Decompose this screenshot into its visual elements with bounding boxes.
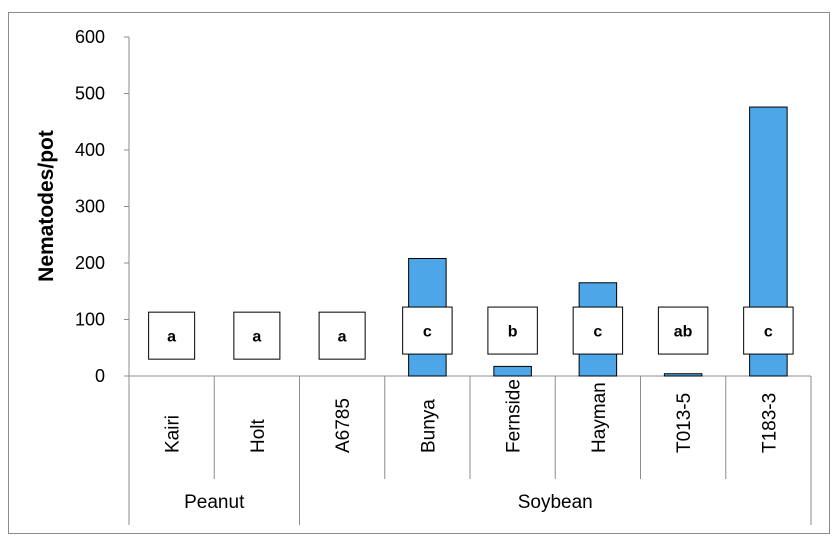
significance-letter: c bbox=[423, 324, 432, 341]
group-label: Soybean bbox=[518, 492, 593, 513]
bar-chart: Nematodes/pot 0 100 200 300 400 500 600 a a a c b c… bbox=[35, 27, 812, 525]
significance-letter-box bbox=[743, 306, 794, 355]
significance-letter: a bbox=[252, 329, 261, 346]
x-tick-label: Hayman bbox=[589, 382, 610, 453]
y-tick-label: 500 bbox=[75, 84, 105, 104]
category-labels: Kairi Holt A6785 Bunya Fernside Hayman T013-5 T… bbox=[163, 379, 781, 453]
significance-letter: a bbox=[167, 329, 176, 346]
significance-letter-box bbox=[318, 311, 366, 360]
significance-letter: c bbox=[593, 324, 602, 341]
x-tick-label: Kairi bbox=[163, 415, 184, 453]
significance-letter-box bbox=[402, 306, 453, 355]
x-tick-label: Fernside bbox=[504, 379, 525, 453]
significance-letter-box bbox=[233, 311, 281, 360]
significance-letter: ab bbox=[674, 324, 693, 341]
y-tick-label: 400 bbox=[75, 140, 105, 160]
significance-letter-box bbox=[487, 306, 538, 355]
x-tick-label: Holt bbox=[248, 418, 269, 453]
x-tick-label: Bunya bbox=[418, 399, 439, 453]
significance-letter-box bbox=[148, 311, 196, 360]
y-tick-label: 200 bbox=[75, 253, 105, 273]
significance-letter: a bbox=[338, 329, 347, 346]
chart-frame: Nematodes/pot 0 100 200 300 400 500 600 a a a c b c… bbox=[8, 12, 830, 534]
significance-letter: b bbox=[508, 324, 518, 341]
significance-letter-box bbox=[657, 306, 709, 355]
significance-letters: a a a c b c ab c bbox=[148, 306, 794, 360]
bar-t013-5 bbox=[663, 373, 703, 377]
y-tick-label: 600 bbox=[75, 27, 105, 47]
x-tick-label: T183-3 bbox=[759, 393, 780, 453]
x-tick-label: A6785 bbox=[333, 398, 354, 453]
x-tick-label: T013-5 bbox=[674, 393, 695, 453]
group-labels: Peanut Soybean bbox=[184, 492, 593, 513]
y-tick-label: 0 bbox=[95, 366, 105, 386]
group-label: Peanut bbox=[184, 492, 245, 513]
y-tick-label: 100 bbox=[75, 310, 105, 330]
axes: 0 100 200 300 400 500 600 bbox=[75, 27, 812, 525]
significance-letter-box bbox=[572, 306, 624, 355]
y-axis-label: Nematodes/pot bbox=[35, 130, 58, 282]
significance-letter: c bbox=[764, 324, 773, 341]
y-tick-label: 300 bbox=[75, 197, 105, 217]
bar-fernside bbox=[493, 365, 532, 377]
